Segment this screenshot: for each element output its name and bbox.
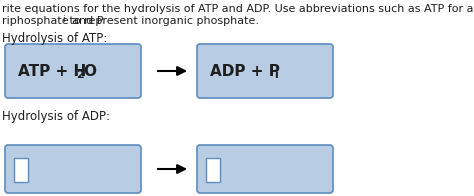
Text: i: i bbox=[62, 15, 64, 24]
Text: 2: 2 bbox=[76, 70, 84, 80]
Text: ADP + P: ADP + P bbox=[210, 64, 280, 79]
FancyBboxPatch shape bbox=[197, 145, 333, 193]
FancyBboxPatch shape bbox=[206, 158, 220, 182]
Text: Hydrolysis of ATP:: Hydrolysis of ATP: bbox=[2, 32, 107, 45]
Text: riphosphate and P: riphosphate and P bbox=[2, 16, 103, 26]
Text: O: O bbox=[83, 64, 96, 79]
FancyBboxPatch shape bbox=[5, 44, 141, 98]
Text: Hydrolysis of ADP:: Hydrolysis of ADP: bbox=[2, 110, 110, 123]
Text: rite equations for the hydrolysis of ATP and ADP. Use abbreviations such as ATP : rite equations for the hydrolysis of ATP… bbox=[2, 4, 474, 14]
Text: i: i bbox=[274, 70, 278, 80]
Text: ATP + H: ATP + H bbox=[18, 64, 86, 79]
Text: to represent inorganic phosphate.: to represent inorganic phosphate. bbox=[66, 16, 259, 26]
FancyBboxPatch shape bbox=[197, 44, 333, 98]
FancyBboxPatch shape bbox=[5, 145, 141, 193]
FancyBboxPatch shape bbox=[14, 158, 28, 182]
